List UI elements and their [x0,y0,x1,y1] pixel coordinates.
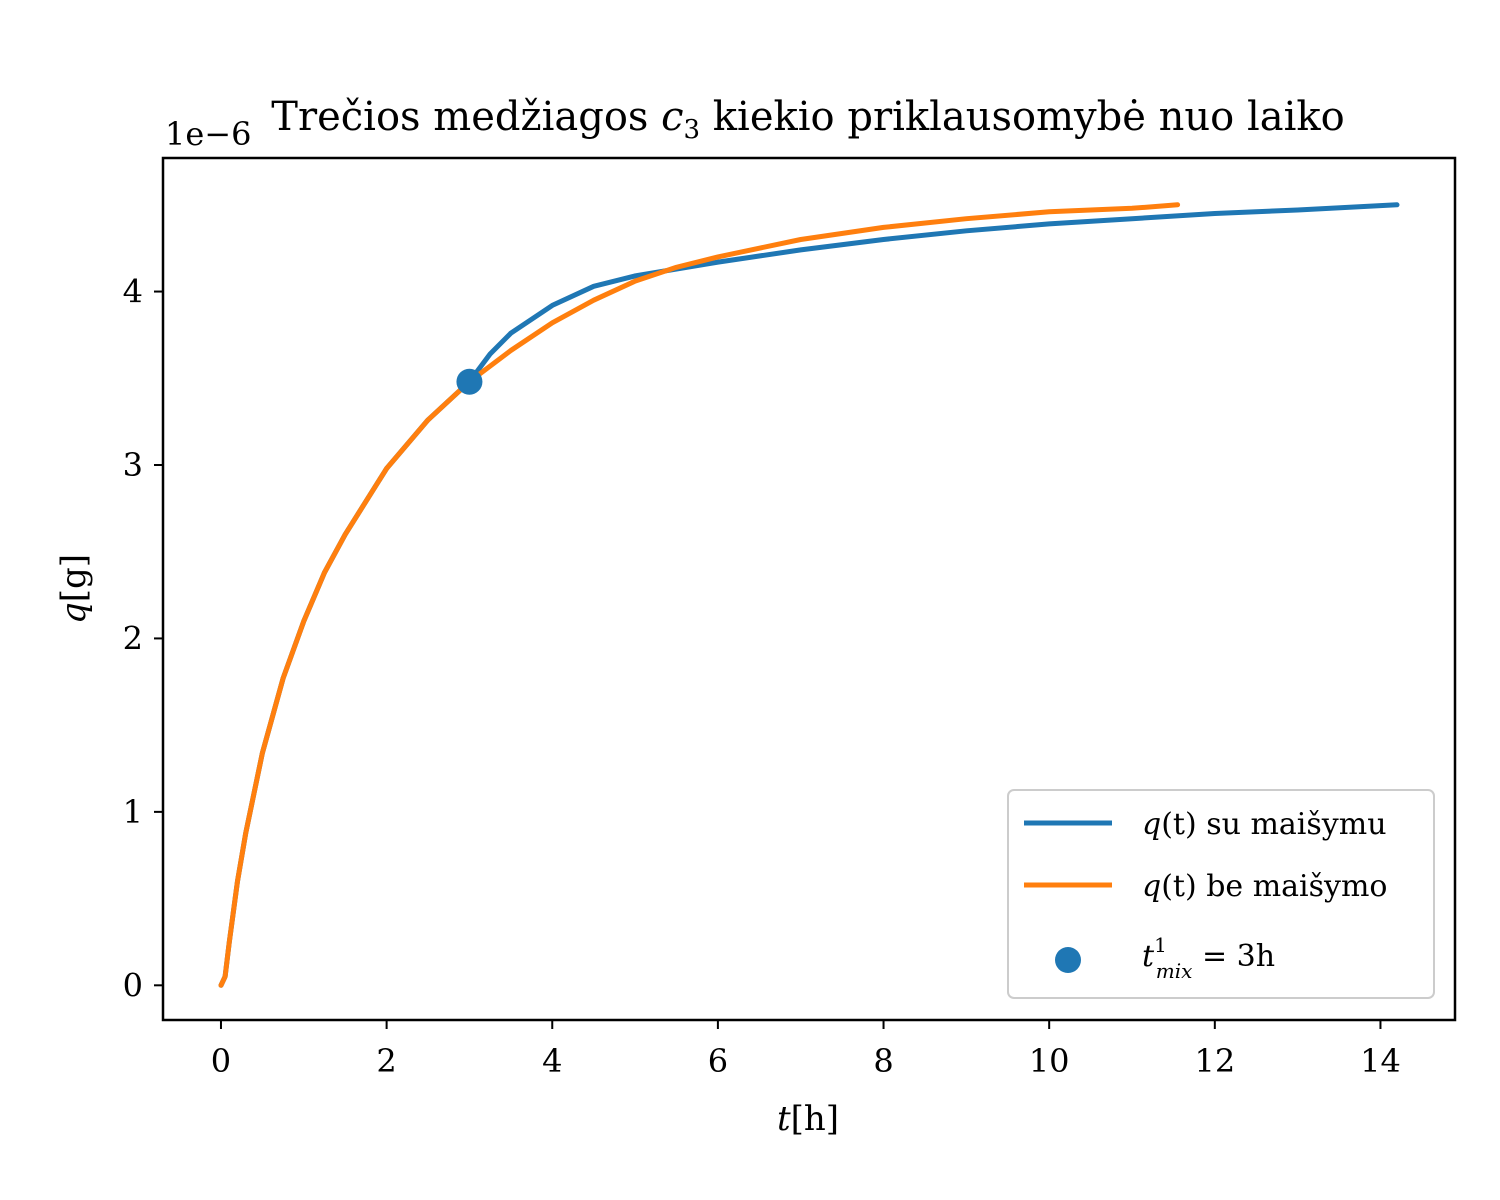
x-axis-label: t[h] [777,1099,839,1139]
y-tick-label: 3 [123,446,143,484]
legend-box [1007,789,1435,999]
x-tick-label: 8 [873,1042,893,1080]
x-tick-label: 4 [542,1042,562,1080]
y-tick-label: 0 [123,966,143,1004]
legend-label-be-maisymo: q(t) be maišymo [1142,869,1388,904]
x-tick-label: 6 [708,1042,728,1080]
x-tick-label: 2 [376,1042,396,1080]
legend-label-su-maisymu: q(t) su maišymu [1142,807,1387,842]
x-tick-label: 12 [1194,1042,1235,1080]
y-tick-label: 1 [123,793,143,831]
x-tick-label: 14 [1360,1042,1401,1080]
y-axis: 0 1 2 3 4 [123,273,163,1004]
legend: q(t) su maišymu q(t) be maišymo t1 mix = … [1007,789,1435,999]
y-tick-label: 2 [123,619,143,657]
y-axis-label: q[g] [54,554,94,624]
x-tick-label: 10 [1029,1042,1070,1080]
chart-title: Trečios medžiagos c3 kiekio priklausomyb… [271,94,1344,145]
marker-point-0 [456,368,483,395]
y-tick-label: 4 [123,273,143,311]
legend-label-t-mix: t1 mix = 3h [1142,933,1275,983]
plot-area [161,156,1457,1022]
x-axis: 0 2 4 6 8 10 12 14 [211,1020,1401,1080]
legend-swatch-t-mix [1055,947,1081,973]
x-tick-label: 0 [211,1042,231,1080]
y-offset-label: 1e−6 [165,115,251,153]
marker-layer [456,368,483,395]
